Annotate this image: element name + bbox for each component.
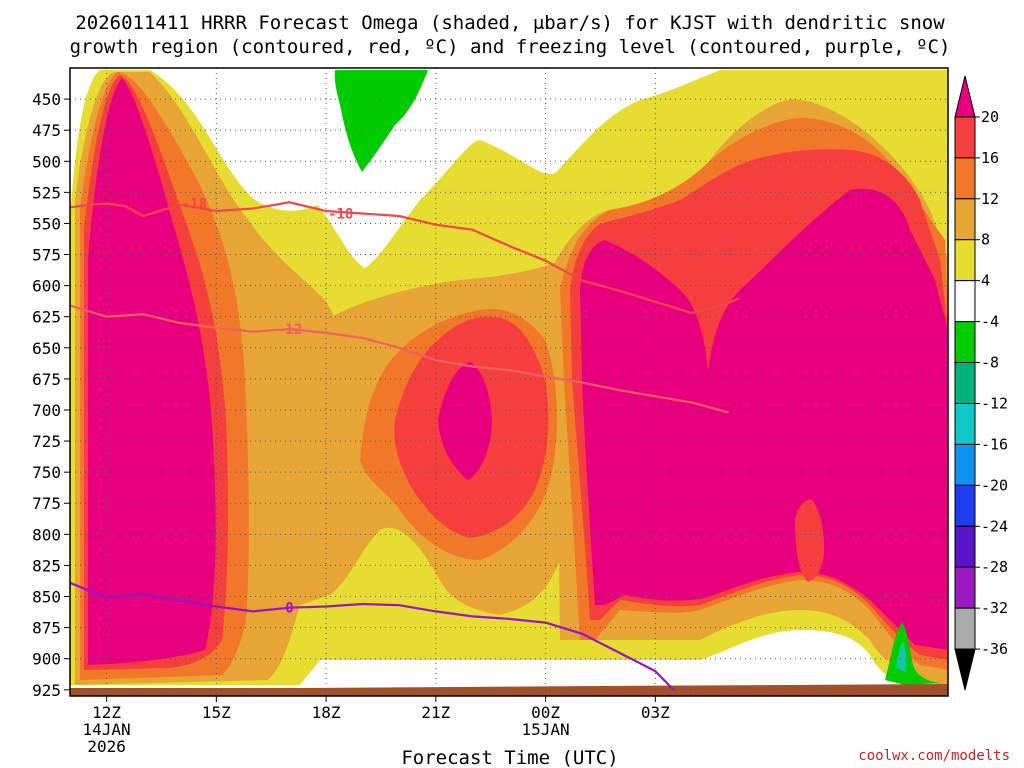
contour-line: [70, 304, 729, 414]
colorbar-swatch: [954, 607, 976, 650]
contour-label: -12: [277, 322, 302, 338]
y-tick-label: 900: [32, 650, 61, 669]
y-tick-label: 750: [32, 463, 61, 482]
terrain-ground: [70, 684, 948, 696]
x-tick-label: 18Z: [312, 703, 341, 722]
colorbar-tick-label: 4: [981, 272, 990, 290]
y-tick-label: 875: [32, 619, 61, 638]
x-tick-label: 12Z: [92, 703, 121, 722]
colorbar-tick-label: -36: [981, 640, 1008, 658]
colorbar-swatch: [954, 402, 976, 445]
omega-shading: [70, 70, 948, 696]
y-tick-label: 525: [32, 183, 61, 202]
colorbar: 20 16 12 8 4 -4 -8 -12 -16 -20 -24 -28 -32 -36: [954, 75, 1008, 691]
plot-frame: [69, 67, 949, 697]
x-tick-label: 14JAN: [82, 720, 130, 739]
y-tick-label: 650: [32, 339, 61, 358]
contour-label: -18: [182, 197, 207, 213]
colorbar-tick-label: -8: [981, 354, 999, 372]
colorbar-swatch: [954, 362, 976, 404]
contour-label: 0: [285, 601, 293, 617]
colorbar-swatch: [954, 116, 976, 159]
colorbar-swatch: [954, 648, 976, 691]
x-tick-label: 2026: [87, 737, 126, 756]
contour-line: [70, 201, 740, 315]
omega-fill-teal-bottom: [896, 642, 907, 672]
contour-label: -18: [328, 206, 353, 222]
y-tick-label: 675: [32, 370, 61, 389]
colorbar-swatch: [954, 525, 976, 568]
x-tick-label: 21Z: [421, 703, 450, 722]
y-axis: 450 475 500 525 550 575 600 625 650 675 700 725 750 7…: [32, 90, 70, 700]
y-tick-label: 700: [32, 401, 61, 420]
y-tick-label: 575: [32, 246, 61, 265]
colorbar-swatch: [954, 239, 976, 282]
x-tick-label: 03Z: [641, 703, 670, 722]
colorbar-tick-label: -28: [981, 558, 1008, 576]
chart-title-line-2: growth region (contoured, red, ºC) and f…: [70, 36, 951, 58]
colorbar-tick-label: -20: [981, 476, 1008, 494]
x-tick-label: 15Z: [202, 703, 231, 722]
colorbar-swatch: [954, 484, 976, 527]
colorbar-tick-label: -4: [981, 313, 999, 331]
colorbar-swatch: [954, 443, 976, 486]
y-tick-label: 800: [32, 525, 61, 544]
colorbar-tick-label: 20: [981, 108, 999, 126]
colorbar-swatch: [954, 198, 976, 241]
chart-title-line-1: 2026011411 HRRR Forecast Omega (shaded, …: [75, 12, 945, 34]
y-tick-label: 850: [32, 588, 61, 607]
y-tick-label: 550: [32, 214, 61, 233]
omega-fill-green-bottom: [885, 622, 940, 685]
x-tick-label: 15JAN: [521, 720, 569, 739]
temperature-contours: -18 -18 -12 0: [70, 197, 740, 691]
colorbar-tick-label: -32: [981, 599, 1008, 617]
y-tick-label: 475: [32, 121, 61, 140]
colorbar-tick-label: -12: [981, 394, 1008, 412]
colorbar-tick-label: 8: [981, 231, 990, 249]
y-tick-label: 775: [32, 494, 61, 513]
colorbar-tick-label: -24: [981, 517, 1008, 535]
colorbar-tick-label: 12: [981, 190, 999, 208]
credit-text: coolwx.com/modelts: [858, 748, 1010, 764]
y-tick-label: 600: [32, 277, 61, 296]
colorbar-swatch: [954, 75, 976, 118]
y-tick-label: 825: [32, 556, 61, 575]
y-tick-label: 725: [32, 432, 61, 451]
y-tick-label: 500: [32, 152, 61, 171]
colorbar-swatch: [954, 566, 976, 609]
colorbar-swatch: [954, 280, 976, 323]
omega-fill-magenta: [88, 78, 948, 665]
omega-fill-red-blob: [795, 499, 825, 582]
y-tick-label: 925: [32, 681, 61, 700]
x-tick-label: 00Z: [531, 703, 560, 722]
contour-line: [70, 581, 675, 691]
y-tick-label: 625: [32, 308, 61, 327]
plot-area: -18 -18 -12 0: [69, 67, 949, 697]
colorbar-tick-label: -16: [981, 435, 1008, 453]
colorbar-swatch: [954, 157, 976, 200]
colorbar-tick-label: 16: [981, 149, 999, 167]
y-tick-label: 450: [32, 90, 61, 109]
omega-fill-green-top: [334, 70, 428, 172]
colorbar-swatch: [954, 321, 976, 364]
x-axis-title: Forecast Time (UTC): [401, 747, 618, 768]
